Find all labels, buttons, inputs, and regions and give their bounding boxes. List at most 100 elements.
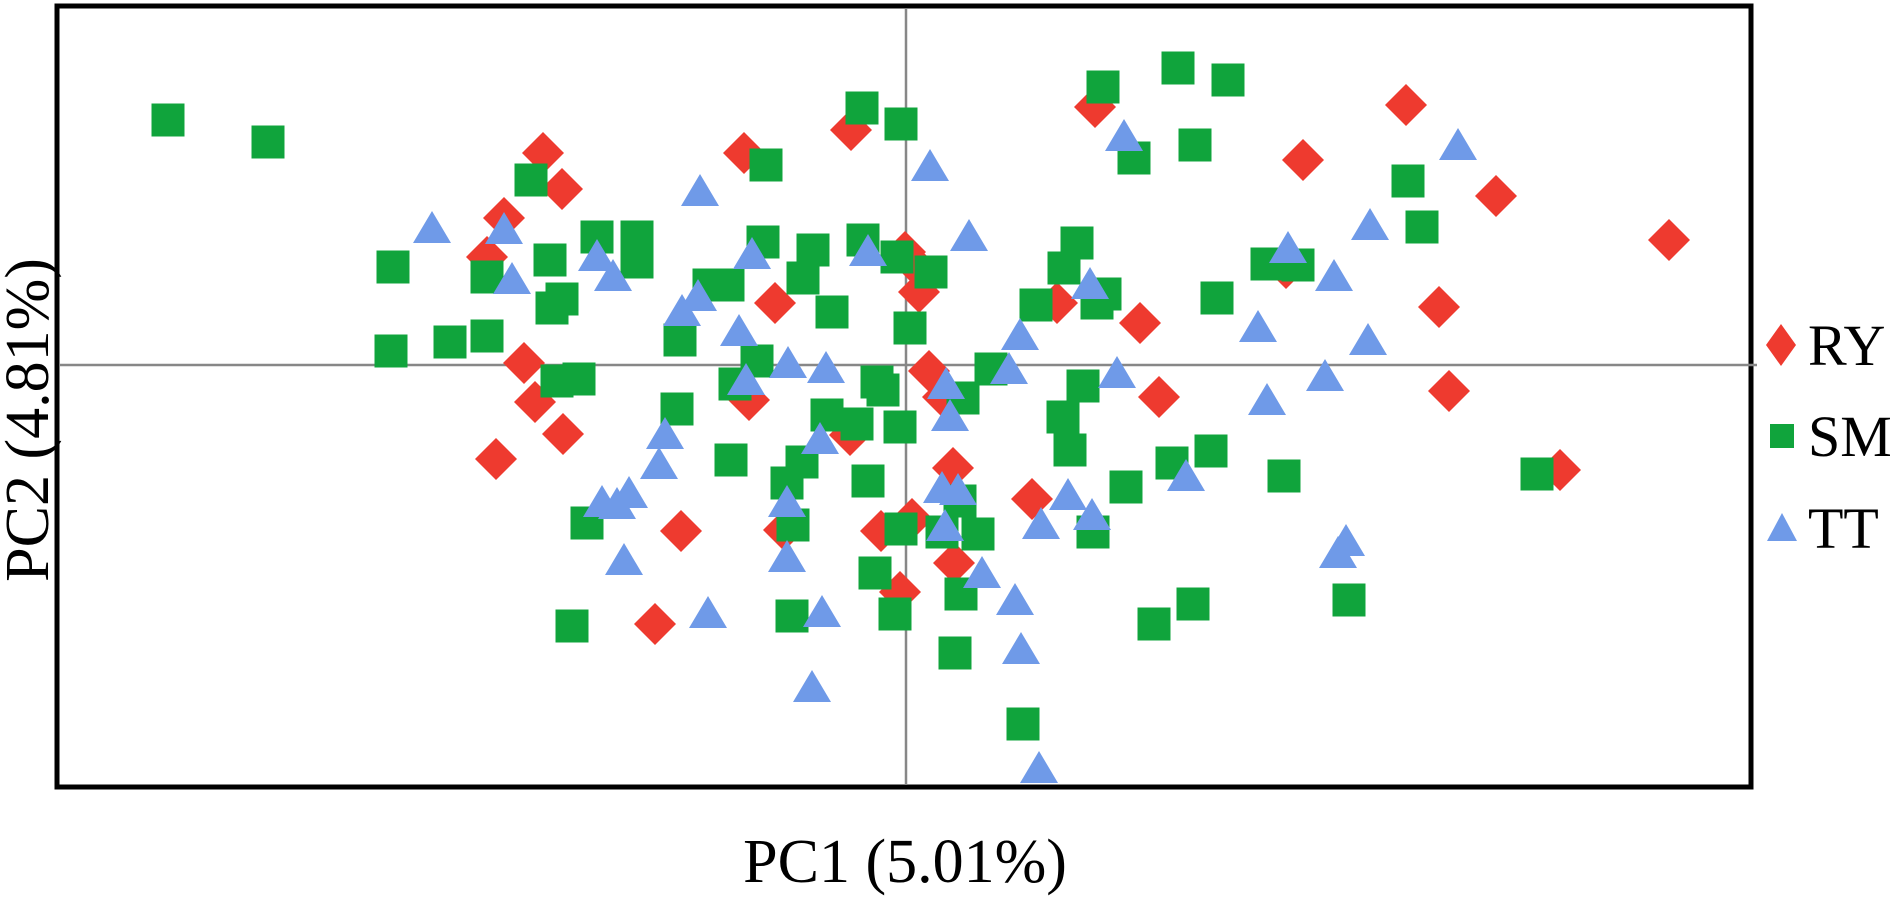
sm-point	[914, 255, 948, 289]
tt-point	[1073, 498, 1111, 530]
tt-point	[733, 237, 771, 269]
y-axis-label: PC2 (4.81%)	[0, 258, 62, 582]
tt-point	[485, 212, 523, 244]
tt-point	[911, 149, 949, 181]
legend-label-sm: SM	[1808, 404, 1890, 469]
sm-point	[1060, 226, 1094, 260]
sm-point	[1053, 433, 1087, 467]
sm-point	[376, 250, 410, 284]
tt-point	[679, 279, 717, 311]
tt-point	[598, 487, 636, 519]
legend-label-tt: TT	[1808, 496, 1879, 561]
tt-point	[939, 473, 977, 505]
tt-point	[1002, 632, 1040, 664]
sm-point	[1200, 281, 1234, 315]
sm-point	[893, 311, 927, 345]
sm-point	[1405, 210, 1439, 244]
sm-point	[151, 103, 185, 137]
sm-point	[251, 125, 285, 159]
sm-point	[470, 319, 504, 353]
tt-point	[793, 670, 831, 702]
sm-point	[514, 163, 548, 197]
sm-point	[1520, 457, 1554, 491]
sm-point	[714, 443, 748, 477]
sm-point	[884, 512, 918, 546]
tt-point	[578, 239, 616, 271]
sm-point	[374, 334, 408, 368]
tt-point	[1319, 536, 1357, 568]
sm-point	[433, 325, 467, 359]
sm-point	[535, 291, 569, 325]
sm-point	[562, 362, 596, 396]
tt-point	[927, 367, 965, 399]
tt-point	[1248, 383, 1286, 415]
ry-point	[1418, 286, 1460, 328]
tt-point	[926, 509, 964, 541]
sm-point	[883, 410, 917, 444]
tt-point	[605, 543, 643, 575]
tt-point	[931, 399, 969, 431]
tt-point	[689, 596, 727, 628]
tt-point	[413, 211, 451, 243]
tt-point	[720, 314, 758, 346]
sm-point	[866, 373, 900, 407]
sm-point	[775, 599, 809, 633]
legend-item-ry: RY	[1766, 313, 1885, 378]
ry-point	[503, 342, 545, 384]
ry-point	[1428, 370, 1470, 412]
sm-point	[938, 636, 972, 670]
sm-point	[1046, 400, 1080, 434]
sm-point	[1391, 164, 1425, 198]
sm-point	[1267, 459, 1301, 493]
sm-point	[1176, 587, 1210, 621]
sm-point	[663, 323, 697, 357]
tt-point	[769, 346, 807, 378]
tt-point	[801, 422, 839, 454]
sm-point	[786, 261, 820, 295]
legend-label-ry: RY	[1808, 313, 1885, 378]
ry-point	[754, 282, 796, 324]
sm-point	[1178, 128, 1212, 162]
ry-point	[634, 603, 676, 645]
sm-point	[810, 398, 844, 432]
tt-triangle-icon	[1767, 513, 1797, 541]
tt-point	[849, 234, 887, 266]
sm-point	[555, 609, 589, 643]
data-points-layer	[151, 51, 1690, 783]
series-tt-points	[413, 119, 1477, 783]
sm-point	[851, 464, 885, 498]
tt-point	[996, 583, 1034, 615]
sm-point	[533, 243, 567, 277]
tt-point	[594, 259, 632, 291]
sm-point	[1161, 51, 1195, 85]
tt-point	[1001, 318, 1039, 350]
legend: RY SM TT	[1766, 313, 1890, 561]
ry-point	[1648, 219, 1690, 261]
tt-point	[990, 352, 1028, 384]
tt-point	[1098, 356, 1136, 388]
tt-point	[807, 351, 845, 383]
sm-point	[858, 556, 892, 590]
sm-point	[1066, 369, 1100, 403]
sm-point	[1006, 707, 1040, 741]
ry-point	[1011, 478, 1053, 520]
sm-point	[796, 233, 830, 267]
sm-square-icon	[1770, 424, 1794, 448]
tt-point	[950, 219, 988, 251]
tt-point	[803, 595, 841, 627]
ry-point	[542, 413, 584, 455]
tt-point	[963, 556, 1001, 588]
sm-point	[711, 268, 745, 302]
tt-point	[1105, 119, 1143, 151]
tt-point	[1239, 310, 1277, 342]
tt-point	[640, 447, 678, 479]
tt-point	[768, 540, 806, 572]
sm-point	[961, 517, 995, 551]
ry-point	[541, 168, 583, 210]
ry-point	[1282, 139, 1324, 181]
tt-point	[1020, 751, 1058, 783]
sm-point	[845, 91, 879, 125]
tt-point	[768, 485, 806, 517]
tt-point	[493, 262, 531, 294]
tt-point	[1049, 478, 1087, 510]
